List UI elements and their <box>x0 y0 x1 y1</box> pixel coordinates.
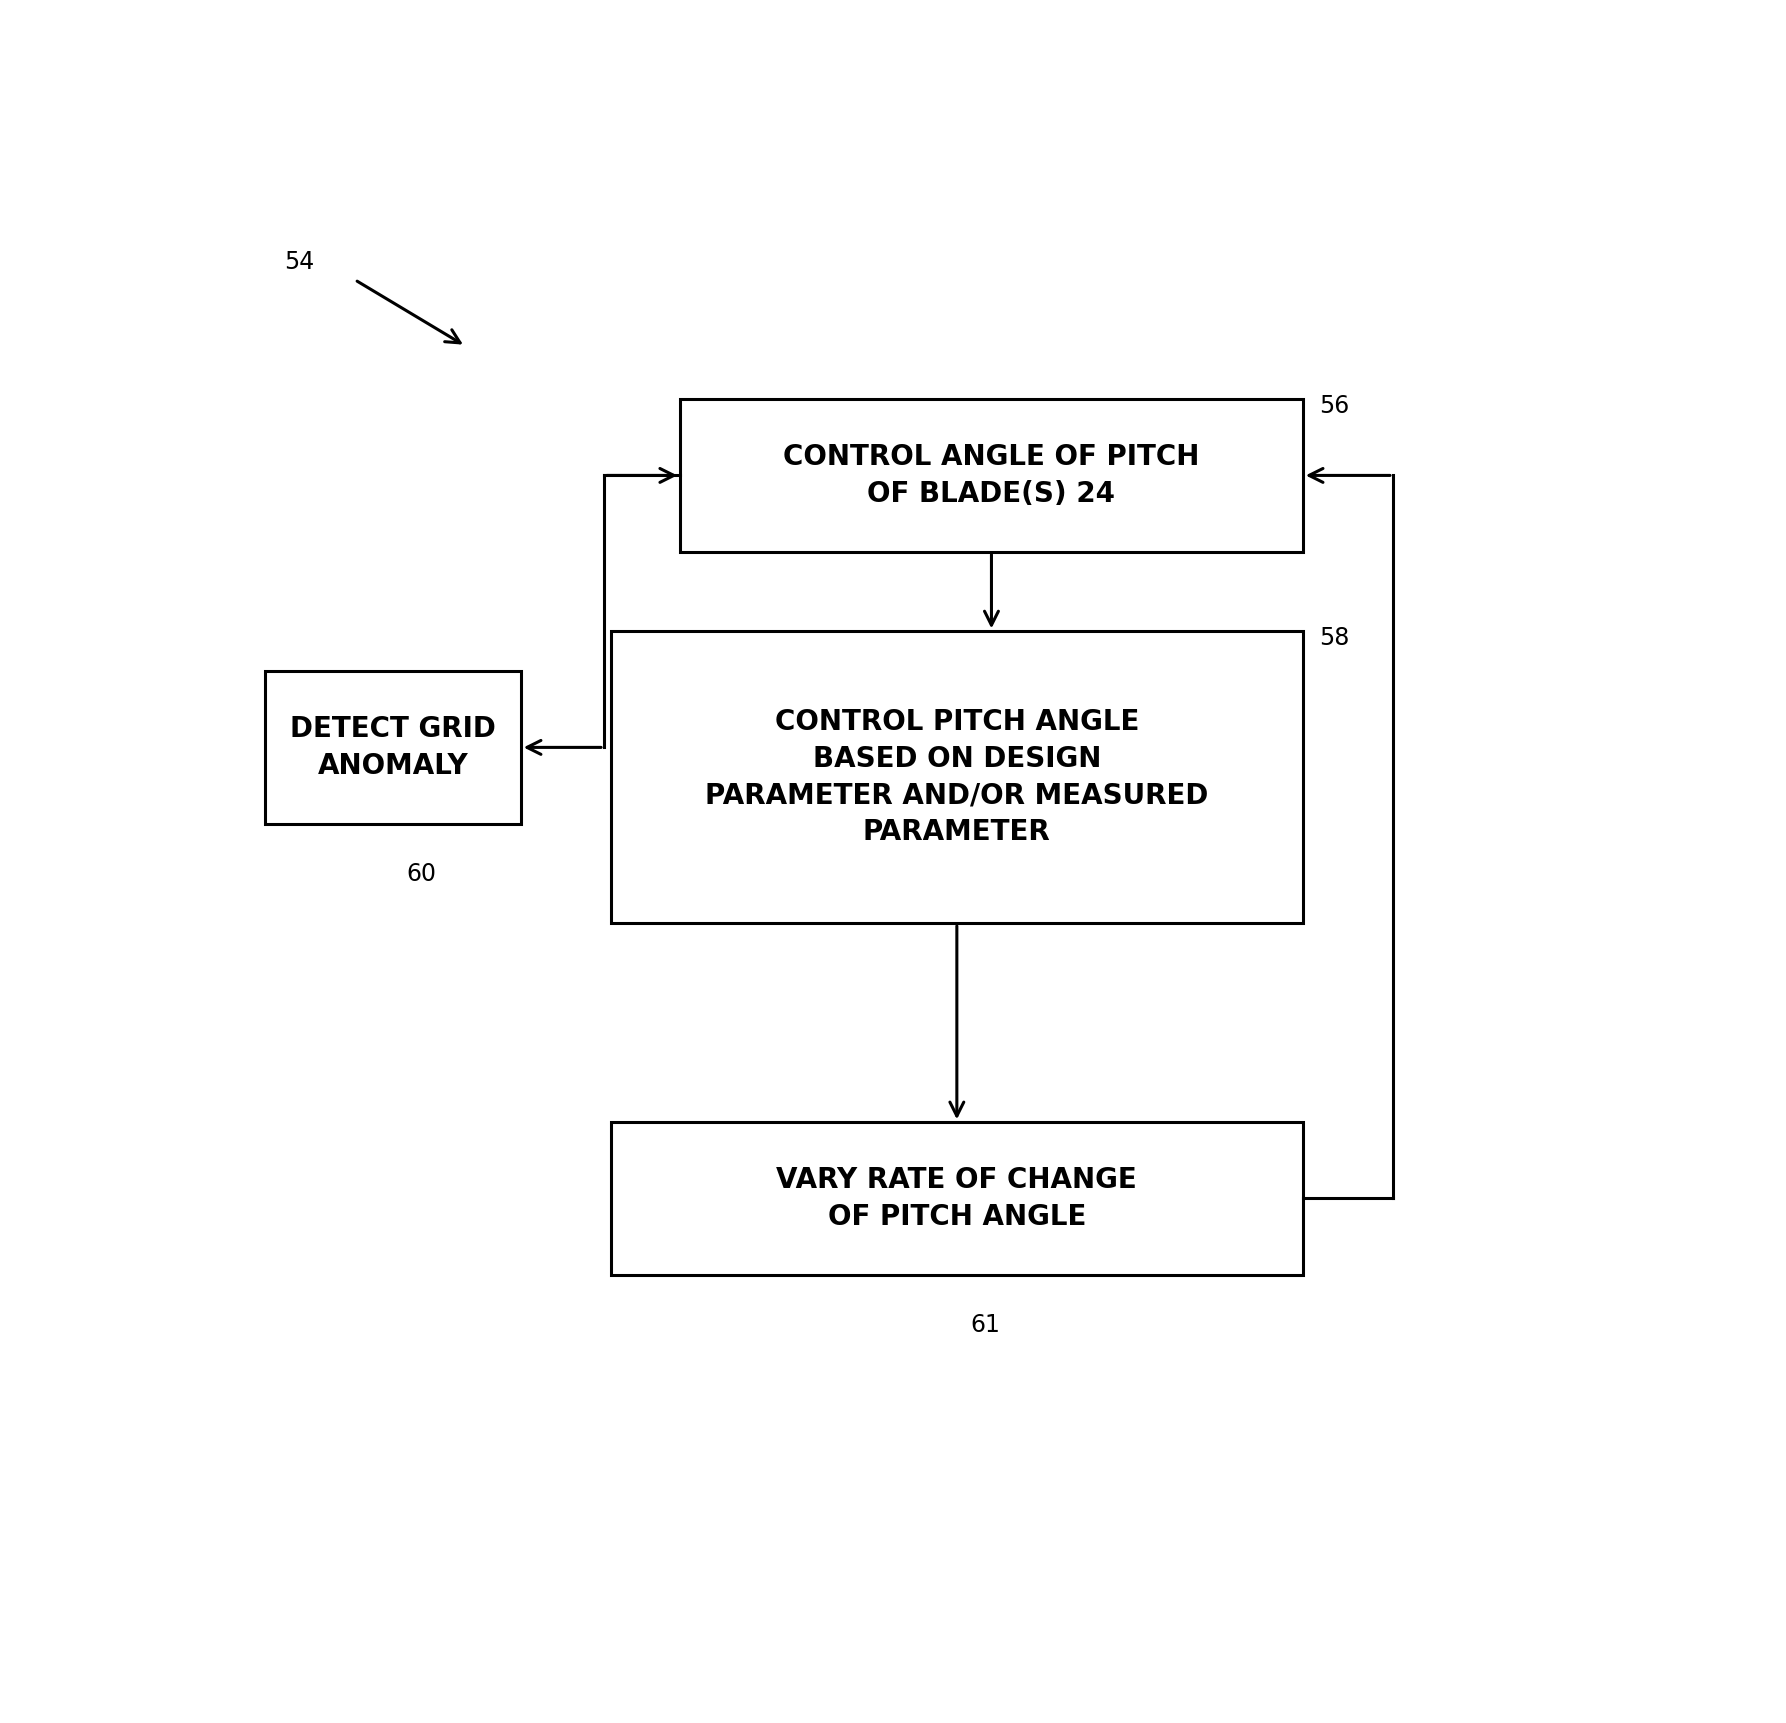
Bar <box>611 1122 1304 1275</box>
Text: CONTROL PITCH ANGLE
BASED ON DESIGN
PARAMETER AND/OR MEASURED
PARAMETER: CONTROL PITCH ANGLE BASED ON DESIGN PARA… <box>705 708 1209 846</box>
Text: CONTROL ANGLE OF PITCH
OF BLADE(S) 24: CONTROL ANGLE OF PITCH OF BLADE(S) 24 <box>784 443 1200 508</box>
Text: 54: 54 <box>284 250 314 274</box>
Text: DETECT GRID
ANOMALY: DETECT GRID ANOMALY <box>289 715 497 781</box>
Bar <box>264 670 522 824</box>
Bar <box>611 631 1304 924</box>
Bar <box>680 400 1304 551</box>
Text: 61: 61 <box>972 1313 1000 1337</box>
Text: VARY RATE OF CHANGE
OF PITCH ANGLE: VARY RATE OF CHANGE OF PITCH ANGLE <box>777 1166 1138 1230</box>
Text: 60: 60 <box>407 862 436 886</box>
Text: 58: 58 <box>1320 625 1350 650</box>
Text: 56: 56 <box>1320 395 1350 417</box>
